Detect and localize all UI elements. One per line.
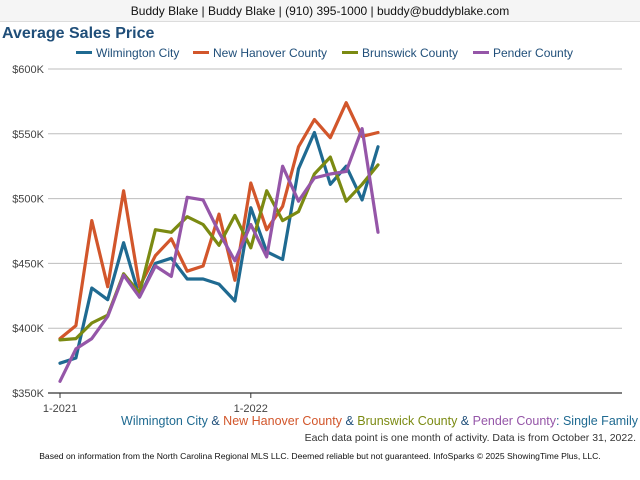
contact-header: Buddy Blake | Buddy Blake | (910) 395-10… bbox=[0, 0, 640, 22]
contact-text: Buddy Blake | Buddy Blake | (910) 395-10… bbox=[130, 4, 510, 18]
subtitle-part: : Single Family bbox=[556, 414, 638, 428]
subtitle-part: Wilmington City bbox=[121, 414, 208, 428]
y-tick-label: $350K bbox=[12, 388, 44, 400]
legend-item-new-hanover-county: New Hanover County bbox=[193, 45, 327, 61]
legend-swatch bbox=[76, 51, 92, 55]
subtitle-part: & bbox=[457, 414, 473, 428]
footer-disclaimer: Based on information from the North Caro… bbox=[39, 451, 601, 461]
y-tick-label: $550K bbox=[12, 129, 44, 141]
subtitle-part: New Hanover County bbox=[223, 414, 342, 428]
chart-title: Average Sales Price bbox=[2, 25, 155, 42]
subtitle-part: & bbox=[341, 414, 358, 428]
legend-swatch bbox=[342, 51, 358, 55]
legend-label: Wilmington City bbox=[96, 46, 180, 60]
subtitle-part: & bbox=[207, 414, 224, 428]
series-line-new-hanover-county bbox=[58, 101, 380, 341]
y-tick-label: $600K bbox=[12, 64, 44, 76]
chart-subtitle: Wilmington City & New Hanover County & B… bbox=[121, 414, 638, 428]
subtitle-part: Brunswick County bbox=[357, 414, 458, 428]
series-line-wilmington-city bbox=[58, 130, 380, 365]
data-note: Each data point is one month of activity… bbox=[304, 432, 636, 444]
legend-item-wilmington-city: Wilmington City bbox=[76, 45, 179, 61]
legend-label: Pender County bbox=[493, 46, 574, 60]
legend-swatch bbox=[193, 51, 209, 55]
y-tick-label: $400K bbox=[12, 323, 44, 335]
chart-legend: Wilmington City New Hanover County Brunswi… bbox=[0, 45, 640, 61]
x-tick-label: 1-2022 bbox=[234, 403, 268, 415]
x-tick-label: 1-2021 bbox=[43, 403, 77, 415]
y-tick-label: $500K bbox=[12, 194, 44, 206]
legend-swatch bbox=[473, 51, 489, 55]
legend-label: Brunswick County bbox=[362, 46, 459, 60]
legend-label: New Hanover County bbox=[213, 46, 328, 60]
y-tick-label: $450K bbox=[12, 258, 44, 270]
series-line-pender-county bbox=[58, 127, 380, 383]
legend-item-brunswick-county: Brunswick County bbox=[342, 45, 458, 61]
legend-item-pender-county: Pender County bbox=[473, 45, 573, 61]
subtitle-part: Pender County bbox=[472, 414, 557, 428]
